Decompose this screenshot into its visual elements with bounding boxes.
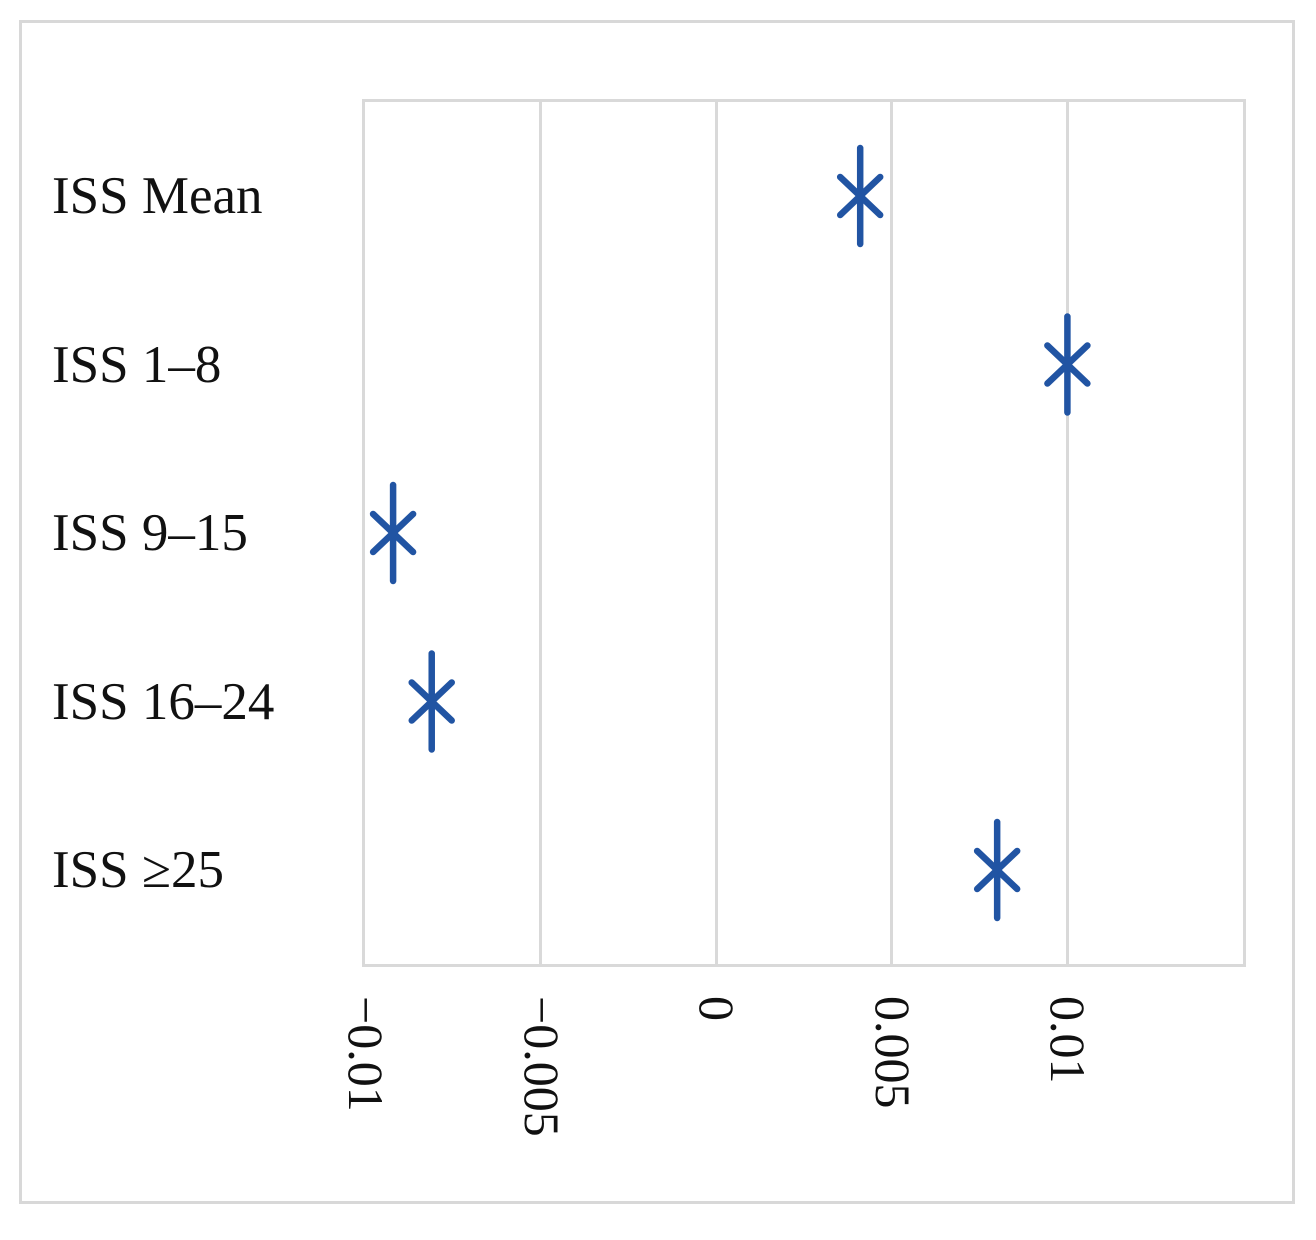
category-label-iss-1-8: ISS 1–8 — [52, 335, 222, 394]
category-label-iss-mean: ISS Mean — [52, 167, 263, 225]
x-tick-label-neg-0-01: −0.01 — [338, 996, 394, 1112]
plot-area — [362, 99, 1246, 967]
category-label-iss-16-24: ISS 16–24 — [52, 672, 275, 731]
gridline — [714, 102, 718, 964]
category-label-iss-ge-25: ISS ≥25 — [52, 841, 224, 899]
gridline — [890, 102, 894, 964]
x-tick-label-0-005: 0.005 — [864, 996, 921, 1109]
figure-border — [19, 20, 1295, 1204]
category-label-iss-9-15: ISS 9–15 — [52, 504, 248, 562]
gridline — [1065, 102, 1069, 964]
x-tick-label-neg-0-005: −0.005 — [513, 996, 570, 1137]
x-tick-label-0-01: 0.01 — [1040, 996, 1097, 1084]
x-tick-label-0: 0 — [689, 996, 746, 1021]
gridline — [539, 102, 543, 964]
